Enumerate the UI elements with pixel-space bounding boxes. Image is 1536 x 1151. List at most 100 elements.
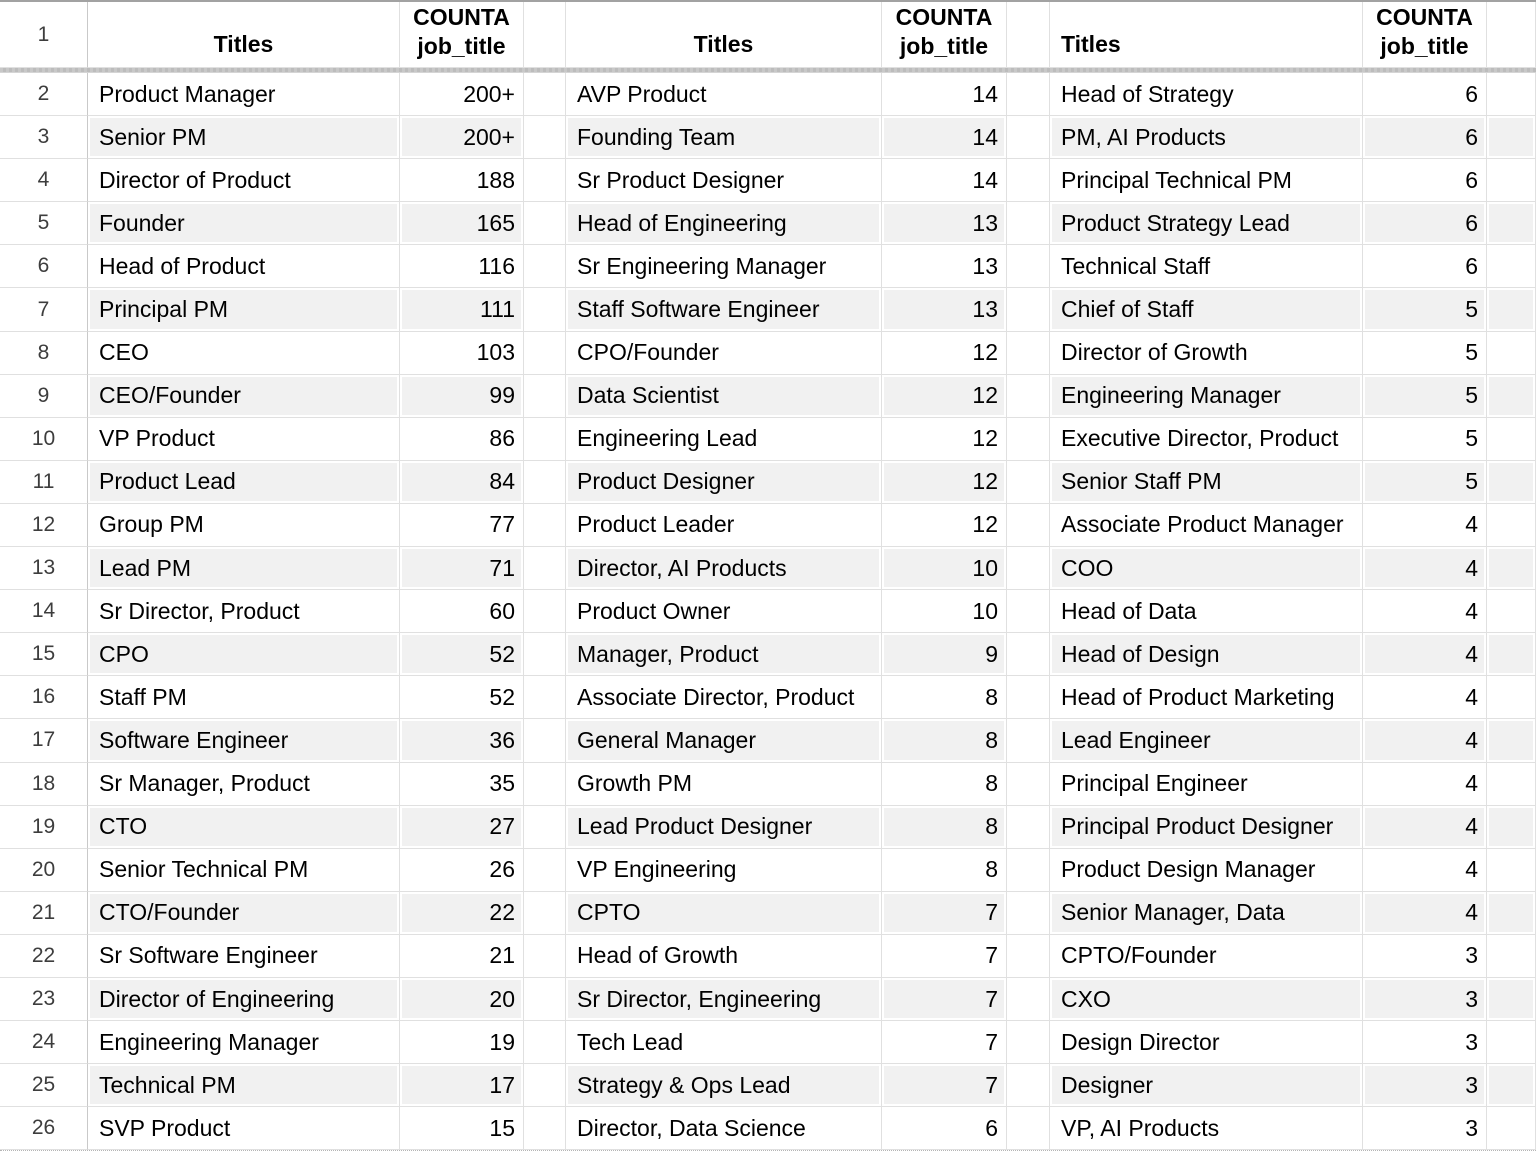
cell-count[interactable]: 4 xyxy=(1363,719,1487,763)
column-header-titles-1[interactable]: Titles xyxy=(88,2,400,68)
cell-count[interactable]: 10 xyxy=(882,547,1007,591)
cell-count[interactable]: 99 xyxy=(400,374,524,418)
row-number[interactable]: 5 xyxy=(0,202,88,246)
cell-title[interactable]: PM, AI Products xyxy=(1050,116,1363,160)
cell-edge[interactable] xyxy=(1487,202,1536,246)
cell-count[interactable]: 60 xyxy=(400,590,524,634)
cell-title[interactable]: Principal PM xyxy=(88,288,400,332)
cell-count[interactable]: 86 xyxy=(400,417,524,461)
row-number[interactable]: 25 xyxy=(0,1064,88,1108)
cell-title[interactable]: Senior Staff PM xyxy=(1050,460,1363,504)
cell-gap[interactable] xyxy=(524,1064,566,1108)
cell-gap[interactable] xyxy=(524,719,566,763)
cell-gap[interactable] xyxy=(524,1107,566,1150)
cell-edge[interactable] xyxy=(1487,977,1536,1022)
cell-title[interactable]: Data Scientist xyxy=(566,374,882,418)
cell-gap[interactable] xyxy=(524,977,566,1022)
cell-gap[interactable] xyxy=(524,116,566,160)
cell-gap[interactable] xyxy=(524,202,566,246)
column-header-titles-3[interactable]: Titles xyxy=(1050,2,1363,68)
cell-gap[interactable] xyxy=(524,460,566,504)
cell-count[interactable]: 5 xyxy=(1363,288,1487,332)
cell-count[interactable]: 4 xyxy=(1363,848,1487,892)
cell-title[interactable]: Principal Engineer xyxy=(1050,762,1363,806)
cell-edge[interactable] xyxy=(1487,159,1536,203)
row-number[interactable]: 6 xyxy=(0,245,88,289)
cell-count[interactable]: 8 xyxy=(882,676,1007,720)
cell-count[interactable]: 26 xyxy=(400,848,524,892)
cell-count[interactable]: 20 xyxy=(400,977,524,1022)
cell-count[interactable]: 12 xyxy=(882,417,1007,461)
cell-count[interactable]: 4 xyxy=(1363,676,1487,720)
cell-title[interactable]: VP Engineering xyxy=(566,848,882,892)
cell-gap[interactable] xyxy=(1007,202,1050,246)
cell-gap[interactable] xyxy=(524,547,566,591)
cell-count[interactable]: 9 xyxy=(882,633,1007,677)
cell-count[interactable]: 6 xyxy=(1363,202,1487,246)
cell-count[interactable]: 3 xyxy=(1363,1021,1487,1065)
cell-count[interactable]: 10 xyxy=(882,590,1007,634)
cell-title[interactable]: Tech Lead xyxy=(566,1021,882,1065)
cell-gap[interactable] xyxy=(524,805,566,849)
cell-title[interactable]: Strategy & Ops Lead xyxy=(566,1064,882,1108)
cell-title[interactable]: Product Strategy Lead xyxy=(1050,202,1363,246)
cell-edge[interactable] xyxy=(1487,374,1536,418)
cell-gap[interactable] xyxy=(524,1021,566,1065)
cell-edge[interactable] xyxy=(1487,547,1536,591)
cell-title[interactable]: Engineering Lead xyxy=(566,417,882,461)
cell-title[interactable]: CPTO xyxy=(566,891,882,935)
cell-gap[interactable] xyxy=(524,934,566,978)
column-header-counta-3[interactable]: COUNTA job_title xyxy=(1363,2,1487,68)
cell-gap[interactable] xyxy=(1007,805,1050,849)
cell-count[interactable]: 14 xyxy=(882,73,1007,117)
cell-gap[interactable] xyxy=(1007,676,1050,720)
cell-count[interactable]: 14 xyxy=(882,159,1007,203)
cell-count[interactable]: 22 xyxy=(400,891,524,935)
cell-count[interactable]: 3 xyxy=(1363,934,1487,978)
cell-title[interactable]: Senior Technical PM xyxy=(88,848,400,892)
cell-count[interactable]: 7 xyxy=(882,977,1007,1022)
cell-title[interactable]: Founder xyxy=(88,202,400,246)
cell-count[interactable]: 5 xyxy=(1363,331,1487,375)
cell-count[interactable]: 111 xyxy=(400,288,524,332)
cell-count[interactable]: 27 xyxy=(400,805,524,849)
row-number[interactable]: 26 xyxy=(0,1107,88,1150)
cell-count[interactable]: 13 xyxy=(882,202,1007,246)
cell-edge[interactable] xyxy=(1487,1107,1536,1150)
cell-gap[interactable] xyxy=(524,891,566,935)
cell-edge[interactable] xyxy=(1487,460,1536,504)
cell-title[interactable]: Product Design Manager xyxy=(1050,848,1363,892)
cell-count[interactable]: 8 xyxy=(882,848,1007,892)
cell-count[interactable]: 71 xyxy=(400,547,524,591)
row-number[interactable]: 17 xyxy=(0,719,88,763)
cell-gap[interactable] xyxy=(1007,245,1050,289)
cell-gap[interactable] xyxy=(1007,547,1050,591)
cell-edge[interactable] xyxy=(1487,245,1536,289)
cell-gap[interactable] xyxy=(524,73,566,117)
cell-gap[interactable] xyxy=(1007,633,1050,677)
cell-count[interactable]: 21 xyxy=(400,934,524,978)
cell-edge[interactable] xyxy=(1487,891,1536,935)
cell-gap[interactable] xyxy=(1007,1064,1050,1108)
cell-title[interactable]: Sr Product Designer xyxy=(566,159,882,203)
cell-title[interactable]: COO xyxy=(1050,547,1363,591)
cell-title[interactable]: Lead PM xyxy=(88,547,400,591)
cell-count[interactable]: 4 xyxy=(1363,805,1487,849)
cell-gap[interactable] xyxy=(1007,374,1050,418)
cell-count[interactable]: 13 xyxy=(882,288,1007,332)
row-number[interactable]: 22 xyxy=(0,934,88,978)
cell-count[interactable]: 103 xyxy=(400,331,524,375)
cell-count[interactable]: 19 xyxy=(400,1021,524,1065)
cell-count[interactable]: 12 xyxy=(882,460,1007,504)
row-number[interactable]: 4 xyxy=(0,159,88,203)
cell-title[interactable]: Technical Staff xyxy=(1050,245,1363,289)
cell-count[interactable]: 15 xyxy=(400,1107,524,1150)
cell-title[interactable]: Sr Engineering Manager xyxy=(566,245,882,289)
cell-count[interactable]: 3 xyxy=(1363,977,1487,1022)
cell-count[interactable]: 7 xyxy=(882,1021,1007,1065)
cell-title[interactable]: CEO xyxy=(88,331,400,375)
cell-count[interactable]: 84 xyxy=(400,460,524,504)
cell-gap[interactable] xyxy=(1007,848,1050,892)
cell-gap[interactable] xyxy=(1007,460,1050,504)
cell-count[interactable]: 4 xyxy=(1363,547,1487,591)
